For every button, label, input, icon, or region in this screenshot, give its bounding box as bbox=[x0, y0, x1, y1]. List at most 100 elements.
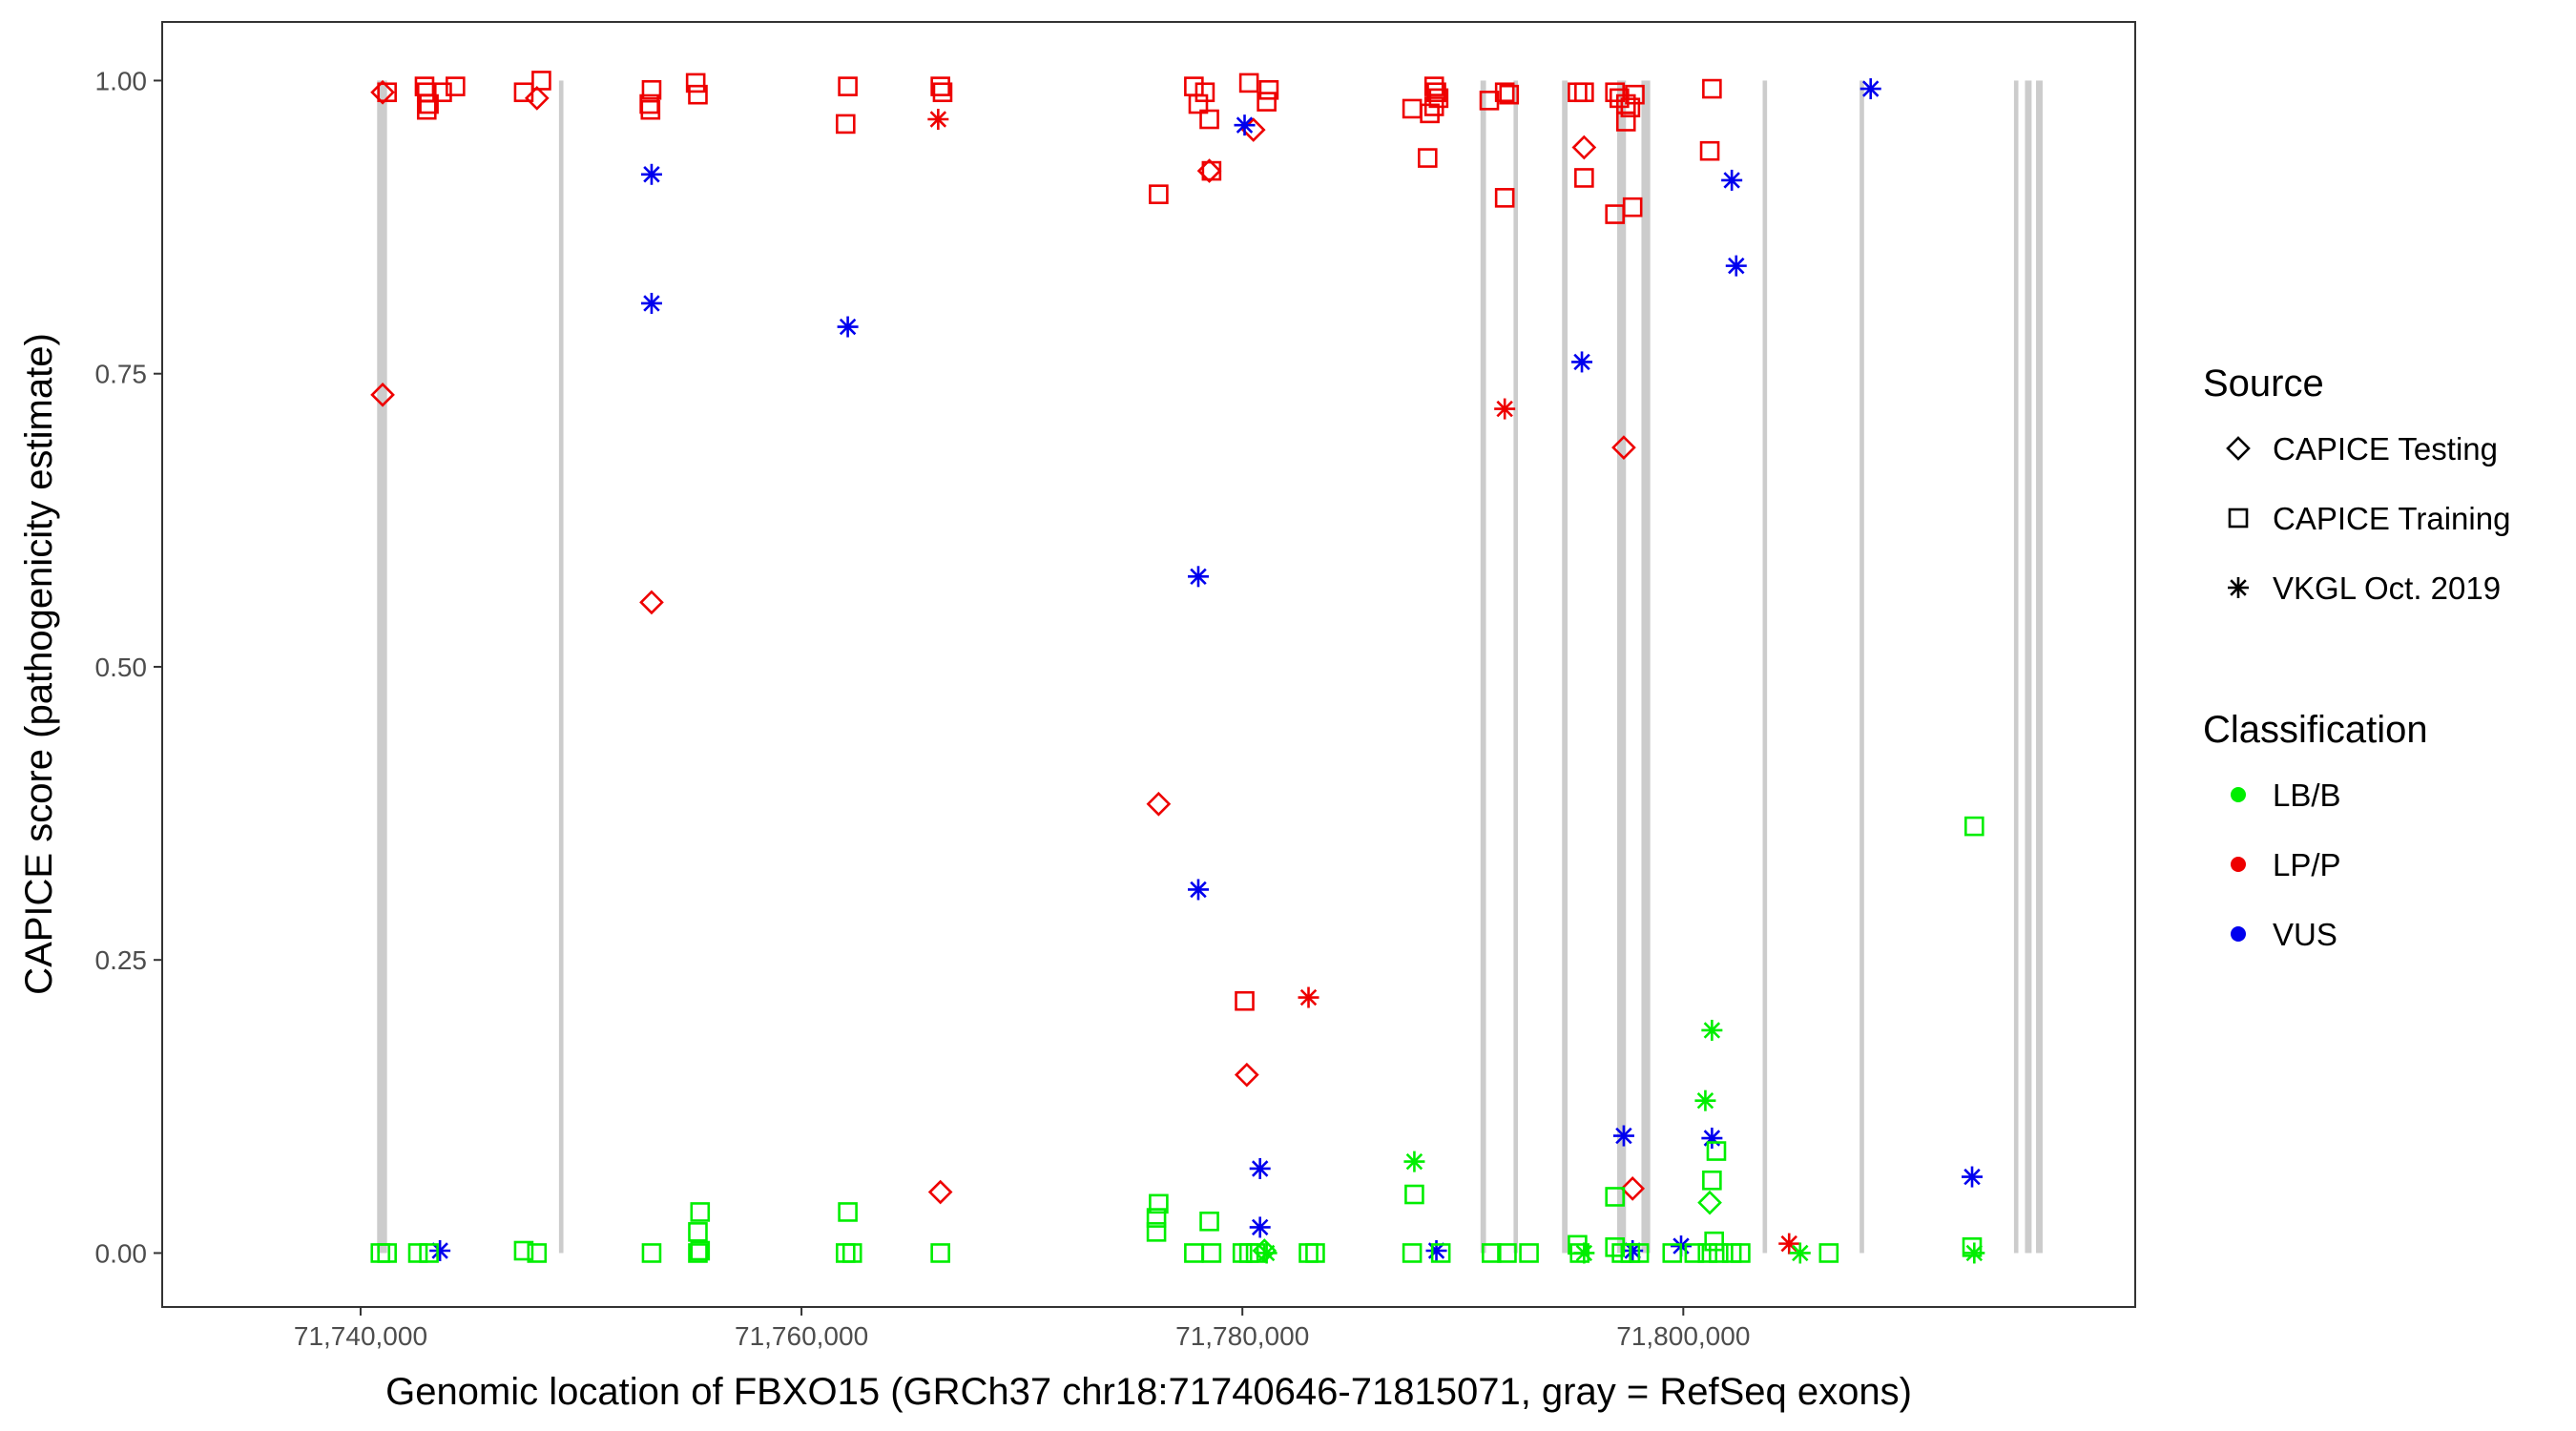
y-axis: 0.00 0.25 0.50 0.75 1.00 bbox=[95, 66, 162, 1268]
data-point bbox=[1423, 96, 1444, 116]
data-point bbox=[1234, 114, 1256, 136]
x-axis: 71,740,000 71,760,000 71,780,000 71,800,000 bbox=[294, 1307, 1750, 1351]
data-point bbox=[432, 82, 452, 103]
y-tick-label: 0.50 bbox=[95, 653, 148, 682]
data-point bbox=[688, 1243, 708, 1263]
data-point bbox=[1964, 816, 1984, 837]
x-tick-label: 71,780,000 bbox=[1175, 1321, 1309, 1351]
data-point bbox=[1146, 1208, 1167, 1228]
data-point bbox=[1188, 93, 1209, 114]
data-point bbox=[1721, 169, 1743, 191]
data-point bbox=[1571, 135, 1597, 160]
data-point bbox=[1697, 1190, 1722, 1215]
data-point bbox=[841, 1243, 862, 1263]
data-point bbox=[370, 382, 395, 407]
y-tick-label: 0.00 bbox=[95, 1238, 148, 1268]
data-point bbox=[930, 76, 950, 96]
data-point bbox=[1146, 1222, 1167, 1242]
data-point bbox=[1235, 990, 1255, 1011]
legend-source-entries: CAPICE Testing CAPICE Training VKGL Oct. 2… bbox=[2226, 431, 2510, 606]
data-point bbox=[1573, 1242, 1595, 1264]
data-point bbox=[1625, 84, 1645, 105]
exon-band bbox=[1562, 80, 1568, 1254]
data-point bbox=[1702, 78, 1722, 99]
exon-band bbox=[377, 80, 387, 1254]
data-point bbox=[640, 99, 661, 120]
data-point bbox=[1622, 197, 1643, 218]
data-point bbox=[1423, 76, 1444, 96]
data-point bbox=[1256, 1242, 1278, 1264]
data-point bbox=[1701, 1128, 1723, 1150]
x-tick-label: 71,760,000 bbox=[735, 1321, 868, 1351]
data-point bbox=[1662, 1243, 1683, 1263]
data-point bbox=[932, 82, 953, 103]
data-point bbox=[1701, 1019, 1723, 1041]
data-point bbox=[1605, 1187, 1625, 1207]
legend-class-key bbox=[2231, 857, 2246, 872]
data-point bbox=[1402, 1243, 1423, 1263]
data-point bbox=[1199, 1211, 1219, 1232]
data-point bbox=[1571, 351, 1593, 373]
data-point bbox=[1519, 1243, 1539, 1263]
exon-band bbox=[1859, 80, 1864, 1254]
data-point bbox=[1605, 1237, 1625, 1257]
data-point bbox=[1494, 188, 1515, 208]
legend-source-key bbox=[2228, 577, 2249, 598]
data-point bbox=[1305, 1243, 1325, 1263]
data-point bbox=[640, 163, 662, 185]
data-point bbox=[1257, 92, 1277, 112]
data-point bbox=[1482, 1243, 1502, 1263]
data-point bbox=[1731, 1243, 1751, 1263]
exon-band bbox=[1641, 80, 1651, 1254]
legend-class-key bbox=[2231, 926, 2246, 942]
data-point bbox=[927, 109, 949, 131]
x-axis-title: Genomic location of FBXO15 (GRCh37 chr18… bbox=[385, 1371, 1912, 1413]
legend-classification-title: Classification bbox=[2203, 709, 2428, 751]
data-point bbox=[838, 1202, 858, 1222]
data-point bbox=[407, 1243, 428, 1263]
data-point bbox=[377, 82, 397, 103]
x-tick-label: 71,800,000 bbox=[1616, 1321, 1750, 1351]
data-point bbox=[1962, 1166, 1984, 1188]
legend-source-label: CAPICE Training bbox=[2273, 501, 2510, 536]
data-point bbox=[1684, 1243, 1705, 1263]
exon-band bbox=[2036, 80, 2043, 1254]
data-point bbox=[1249, 1216, 1271, 1238]
data-point bbox=[688, 1222, 708, 1242]
data-point bbox=[641, 1243, 662, 1263]
data-point bbox=[641, 79, 662, 100]
data-point bbox=[1620, 97, 1641, 118]
legend-class-key bbox=[2231, 787, 2246, 802]
data-point bbox=[1187, 879, 1209, 901]
data-point bbox=[1494, 398, 1516, 420]
exon-band bbox=[1762, 80, 1768, 1254]
data-point bbox=[1404, 1184, 1424, 1205]
data-point bbox=[640, 292, 662, 314]
data-point bbox=[1249, 1157, 1271, 1179]
data-point bbox=[1789, 1242, 1811, 1264]
data-point bbox=[1694, 1089, 1716, 1111]
data-point bbox=[1494, 82, 1515, 103]
legend-classification-entries: LB/B LP/P VUS bbox=[2231, 778, 2341, 952]
data-point bbox=[835, 114, 856, 135]
data-point bbox=[527, 1243, 548, 1263]
data-point bbox=[1611, 435, 1636, 460]
data-point bbox=[446, 76, 466, 96]
data-point bbox=[416, 99, 437, 120]
data-point bbox=[1201, 1243, 1222, 1263]
y-tick-label: 1.00 bbox=[95, 66, 148, 95]
data-points bbox=[370, 71, 1985, 1264]
data-point bbox=[1497, 1243, 1517, 1263]
data-point bbox=[1258, 79, 1279, 100]
data-point bbox=[1430, 1243, 1451, 1263]
data-point bbox=[1615, 112, 1636, 132]
data-point bbox=[1426, 82, 1446, 103]
data-point bbox=[688, 84, 708, 105]
legend-source-key bbox=[2228, 508, 2249, 529]
exon-band bbox=[1480, 80, 1486, 1254]
data-point bbox=[1499, 84, 1520, 105]
legend-source-label: CAPICE Testing bbox=[2273, 431, 2498, 467]
data-point bbox=[1195, 82, 1215, 103]
data-point bbox=[690, 1240, 711, 1261]
y-tick-label: 0.75 bbox=[95, 360, 148, 389]
